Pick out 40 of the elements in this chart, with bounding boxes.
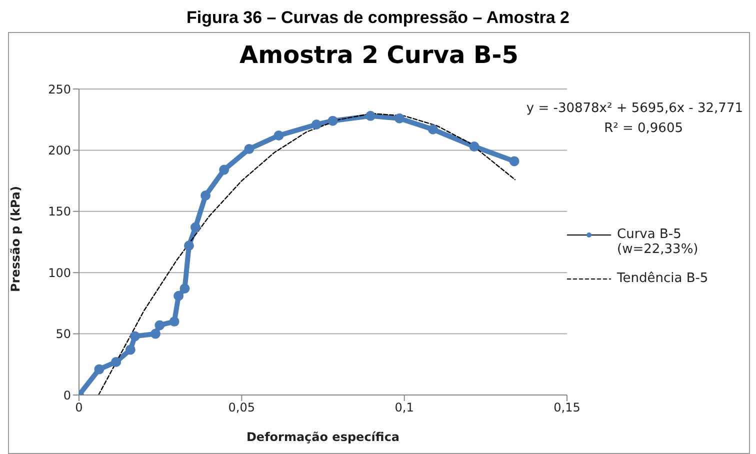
x-tick-label: 0,05 <box>228 400 256 415</box>
legend-label: Curva B-5 (w=22,33%) <box>617 226 700 256</box>
x-tick-label: 0,1 <box>394 400 414 415</box>
point <box>219 164 230 175</box>
point <box>169 316 180 327</box>
y-tick-label: 250 <box>48 82 71 96</box>
legend-label: Tendência B-5 <box>617 270 710 286</box>
point <box>94 364 104 374</box>
point <box>328 116 338 126</box>
y-tick-label: 0 <box>63 388 71 402</box>
point <box>469 142 480 152</box>
point <box>184 240 194 251</box>
point <box>154 320 165 330</box>
y-tick-label: 100 <box>48 266 71 280</box>
point <box>509 156 520 166</box>
x-tick-label: 0 <box>75 400 83 415</box>
y-axis-title: Pressão p (kPa) <box>8 186 22 292</box>
point <box>274 130 284 141</box>
point <box>366 110 376 121</box>
point <box>180 284 190 294</box>
text: Figura 36 – Curvas de compressão – Amostra 2 <box>186 8 570 29</box>
y-tick-label: 200 <box>48 143 71 158</box>
point <box>200 190 211 200</box>
point <box>190 222 200 232</box>
point <box>111 356 122 367</box>
point <box>174 290 184 301</box>
y-tick-label: 150 <box>48 204 71 219</box>
point <box>394 113 404 124</box>
y-tick-label: 50 <box>56 327 71 342</box>
point <box>428 124 438 134</box>
point <box>311 119 322 130</box>
point <box>130 331 140 342</box>
x-axis-title: Deformação específica <box>246 430 400 444</box>
point <box>244 144 254 154</box>
point <box>125 344 136 355</box>
annotation: y = -30878x² + 5695,6x - 32,771 <box>526 101 743 116</box>
x-tick-label: 0,15 <box>554 400 580 415</box>
chart-title: Amostra 2 Curva B-5 <box>238 41 520 71</box>
point <box>150 328 160 339</box>
text: R² = 0,9605 <box>604 121 683 136</box>
